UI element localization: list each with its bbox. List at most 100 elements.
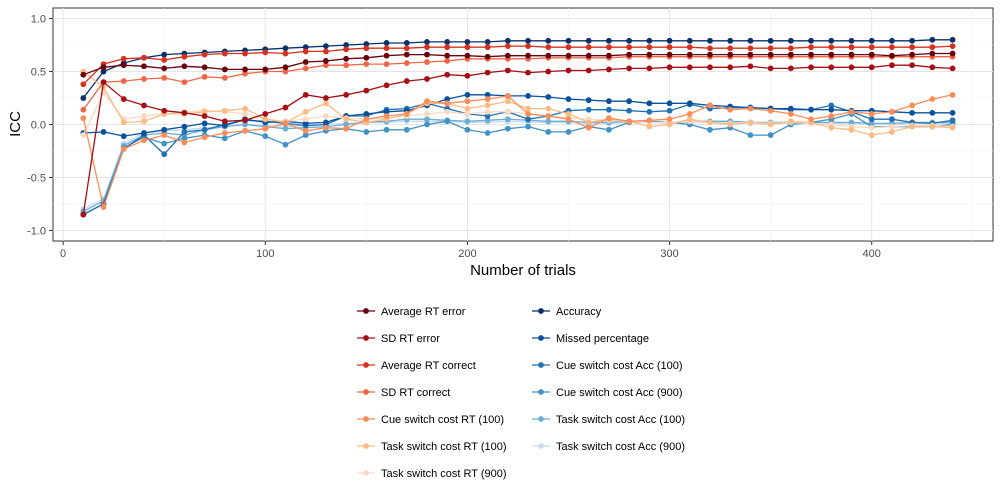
data-point <box>909 44 916 51</box>
data-point <box>565 52 572 59</box>
data-point <box>848 44 855 51</box>
data-point <box>424 76 430 82</box>
data-point <box>323 100 329 107</box>
data-point <box>444 52 451 59</box>
data-point <box>606 106 612 113</box>
data-point <box>545 118 552 125</box>
data-point <box>282 120 289 127</box>
data-point <box>302 44 309 51</box>
legend-item: Accuracy <box>532 306 602 318</box>
data-point <box>120 55 127 62</box>
data-point <box>525 69 531 76</box>
data-point <box>909 51 916 58</box>
data-point <box>808 51 814 58</box>
data-point <box>444 58 451 64</box>
data-point <box>484 38 491 45</box>
data-point <box>787 118 794 125</box>
data-point <box>444 38 451 45</box>
data-point <box>343 42 350 48</box>
data-point <box>929 50 936 57</box>
data-point <box>707 37 713 44</box>
data-point <box>80 132 87 138</box>
data-point <box>504 37 511 44</box>
data-point <box>828 51 835 58</box>
data-point <box>242 111 248 117</box>
data-point <box>323 48 329 55</box>
data-point <box>444 44 451 51</box>
data-point <box>323 95 329 101</box>
data-point <box>626 37 633 44</box>
data-point <box>403 126 410 133</box>
series-line <box>82 39 953 99</box>
data-point <box>242 117 248 124</box>
series-average-rt-correct <box>80 43 956 88</box>
legend-key-point <box>363 308 369 314</box>
data-point <box>889 44 895 51</box>
legend-item: Task switch cost RT (100) <box>357 441 507 453</box>
data-point <box>707 45 713 52</box>
legend-key-point <box>363 362 369 368</box>
data-point <box>221 50 228 57</box>
data-point <box>100 64 107 71</box>
data-point <box>767 121 774 128</box>
data-point <box>525 111 531 117</box>
data-point <box>262 111 269 117</box>
data-point <box>302 48 309 55</box>
data-point <box>100 79 107 86</box>
data-point <box>666 116 673 123</box>
data-point <box>464 111 471 117</box>
data-point <box>141 54 147 61</box>
data-point <box>889 37 895 44</box>
series-sd-rt-error <box>80 62 956 218</box>
data-point <box>646 65 653 72</box>
data-point <box>646 37 653 44</box>
data-point <box>282 141 289 148</box>
data-point <box>545 105 552 112</box>
data-point <box>343 91 350 98</box>
data-point <box>889 62 895 69</box>
legend-key-point <box>538 362 544 368</box>
data-point <box>484 102 491 109</box>
data-point <box>282 125 289 132</box>
data-point <box>444 96 451 102</box>
data-point <box>181 79 188 86</box>
data-point <box>343 125 350 132</box>
data-point <box>889 116 895 123</box>
data-point <box>848 51 855 58</box>
data-point <box>666 37 673 44</box>
data-point <box>302 59 309 65</box>
series-group <box>80 36 956 218</box>
data-point <box>686 111 693 117</box>
data-point <box>343 55 350 62</box>
data-point <box>161 75 168 81</box>
data-point <box>929 96 936 102</box>
data-point <box>464 38 471 45</box>
data-point <box>201 73 208 80</box>
data-point <box>828 64 835 71</box>
data-point <box>302 132 309 138</box>
data-point <box>848 108 855 115</box>
legend-label: Missed percentage <box>556 333 649 345</box>
data-point <box>565 67 572 74</box>
data-point <box>120 96 127 102</box>
data-point <box>262 116 269 123</box>
data-point <box>626 107 633 114</box>
data-point <box>646 117 653 124</box>
data-point <box>383 52 390 59</box>
data-point <box>181 135 188 142</box>
data-point <box>424 121 430 128</box>
data-point <box>262 133 269 140</box>
data-point <box>787 111 794 117</box>
data-point <box>363 61 370 68</box>
legend-key-point <box>538 335 544 341</box>
legend: Average RT error SD RT error Average RT co… <box>357 306 685 480</box>
legend-label: Task switch cost Acc (900) <box>556 441 685 453</box>
legend-label: Cue switch cost RT (100) <box>381 414 504 426</box>
data-point <box>282 64 289 71</box>
data-point <box>221 66 228 73</box>
data-point <box>585 44 592 51</box>
legend-label: SD RT error <box>381 333 440 345</box>
series-line <box>83 94 953 137</box>
data-point <box>626 98 633 105</box>
